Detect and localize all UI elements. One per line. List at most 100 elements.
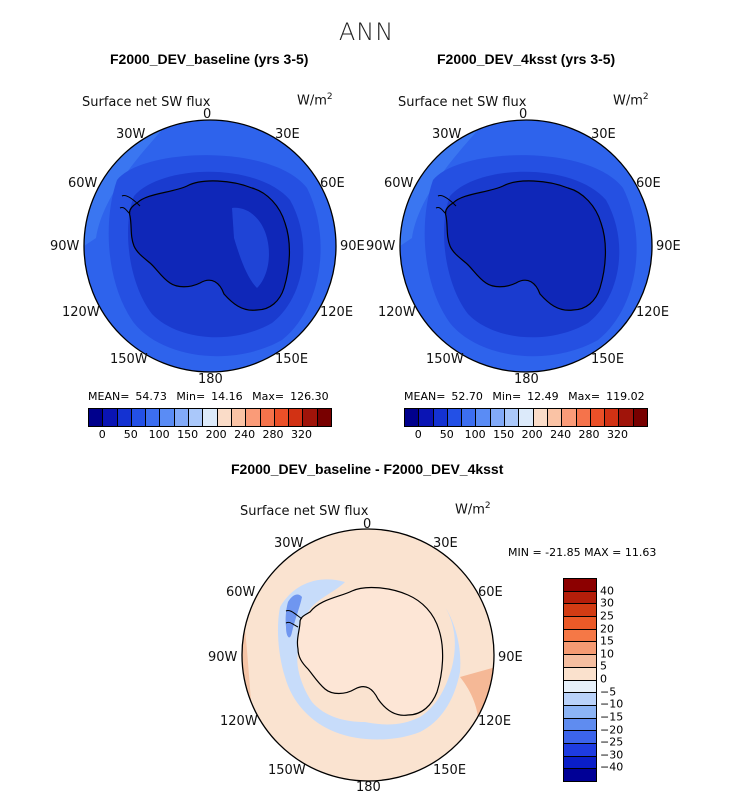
- panel-1-colorbar-swatch: [160, 409, 175, 426]
- panel-1-land-patch: [232, 207, 269, 288]
- panel-1-colorbar-swatch: [189, 409, 204, 426]
- panel-3-lon-120e: 120E: [478, 714, 512, 729]
- panel-2-colorbar-swatch: [490, 409, 506, 426]
- panel-3-map: [241, 528, 495, 782]
- panel-1-colorbar: [88, 408, 332, 427]
- panel-2-lon-150w: 150W: [426, 352, 464, 367]
- panel-2-colorbar-swatch: [633, 409, 648, 426]
- panel-3-colorbar-tick: 5: [600, 659, 607, 673]
- panel-1-colorbar-tick: 320: [291, 428, 313, 441]
- panel-1-colorbar-tick: 50: [123, 428, 138, 441]
- panel-3-lon-60w: 60W: [226, 585, 256, 600]
- panel-3-lon-30e: 30E: [433, 536, 458, 551]
- panel-1-colorbar-swatch: [103, 409, 118, 426]
- panel-2-colorbar-ticks: 0 50 100 150 200 240 280 320: [404, 428, 646, 442]
- panel-3-colorbar-tick: −25: [600, 735, 624, 749]
- panel-3-colorbar-swatch: [564, 769, 596, 781]
- panel-2-map: [399, 119, 653, 373]
- panel-3-colorbar-tick: −20: [600, 723, 624, 736]
- panel-1-lon-90e: 90E: [340, 239, 365, 254]
- panel-1-colorbar-swatch: [289, 409, 304, 426]
- panel-1-lon-150e: 150E: [275, 352, 309, 367]
- panel-2-colorbar-swatch: [519, 409, 534, 426]
- panel-3-colorbar-tick: −40: [600, 760, 624, 774]
- panel-1-colorbar-swatch: [231, 409, 247, 426]
- panel-2-colorbar-tick: 200: [521, 428, 543, 441]
- panel-2-variable: Surface net SW flux: [398, 95, 527, 110]
- panel-2-colorbar-swatch: [405, 409, 420, 426]
- panel-1-lon-120e: 120E: [320, 305, 354, 320]
- panel-3-strong-cool-patch: [285, 594, 302, 638]
- panel-1-lon-120w: 120W: [62, 305, 100, 320]
- panel-1-lon-90w: 90W: [50, 239, 80, 254]
- panel-2-colorbar-swatch: [619, 409, 634, 426]
- panel-3-map-border: [241, 528, 495, 782]
- panel-2-lon-90w: 90W: [366, 239, 396, 254]
- panel-1-lon-150w: 150W: [110, 352, 148, 367]
- panel-2-peninsula: [435, 195, 457, 215]
- panel-2-lon-90e: 90E: [656, 239, 681, 254]
- panel-2-colorbar-swatch: [590, 409, 606, 426]
- panel-3-colorbar-tick: 10: [600, 647, 614, 661]
- panel-3-title: F2000_DEV_baseline - F2000_DEV_4ksst: [231, 461, 504, 477]
- panel-3-colorbar-tick: 30: [600, 596, 614, 610]
- panel-3-colorbar-tick: −10: [600, 697, 624, 711]
- panel-1-lon-30w: 30W: [116, 127, 146, 142]
- panel-2-antarctica-outline: [444, 180, 607, 311]
- panel-1-colorbar-swatch: [203, 409, 218, 426]
- panel-1-colorbar-tick: 240: [234, 428, 256, 441]
- panel-3-colorbar-tick: 0: [600, 672, 607, 686]
- panel-3-colorbar-swatch: [564, 756, 596, 770]
- panel-3-colorbar-swatch: [564, 655, 596, 668]
- panel-2-colorbar-swatch: [533, 409, 548, 426]
- panel-3-peninsula: [285, 610, 303, 628]
- panel-3-colorbar-swatch: [564, 591, 596, 605]
- panel-1-lon-0: 0: [203, 107, 212, 122]
- panel-2-colorbar-swatch: [547, 409, 563, 426]
- panel-2-stats: MEAN= 52.70 Min= 12.49 Max= 119.02: [404, 390, 645, 403]
- panel-3-colorbar-tick: 40: [600, 584, 614, 598]
- panel-3-colorbar-swatch: [564, 579, 596, 592]
- panel-2-colorbar-tick: 0: [414, 428, 422, 441]
- panel-2-lon-30e: 30E: [591, 127, 616, 142]
- panel-3-units: W/m2: [455, 501, 491, 518]
- panel-1-lon-30e: 30E: [275, 127, 300, 142]
- panel-1-colorbar-swatch: [317, 409, 332, 426]
- panel-2-colorbar-swatch: [462, 409, 477, 426]
- panel-1-colorbar-swatch: [89, 409, 104, 426]
- panel-3-colorbar-swatch: [564, 718, 596, 732]
- panel-2-lon-0: 0: [519, 107, 528, 122]
- panel-3-lon-180: 180: [356, 780, 381, 795]
- panel-3-lon-30w: 30W: [274, 536, 304, 551]
- panel-2-lon-60e: 60E: [636, 176, 661, 191]
- panel-1-lon-60w: 60W: [68, 176, 98, 191]
- panel-3-colorbar-tick: −30: [600, 748, 624, 762]
- panel-2-colorbar-tick: 280: [578, 428, 600, 441]
- panel-1-colorbar-swatch: [174, 409, 190, 426]
- panel-1-colorbar-tick: 150: [177, 428, 199, 441]
- panel-2-colorbar-tick: 50: [439, 428, 454, 441]
- panel-2-colorbar-tick: 150: [493, 428, 515, 441]
- panel-2-colorbar-swatch: [419, 409, 434, 426]
- panel-1-stats: MEAN= 54.73 Min= 14.16 Max= 126.30: [88, 390, 329, 403]
- panel-1-colorbar-swatch: [131, 409, 147, 426]
- panel-2-colorbar-swatch: [447, 409, 463, 426]
- panel-3-lon-150w: 150W: [268, 763, 306, 778]
- panel-3-lon-90e: 90E: [498, 650, 523, 665]
- panel-2-colorbar-swatch: [433, 409, 448, 426]
- panel-3-colorbar-swatch: [564, 705, 596, 719]
- panel-3-colorbar-tick: 20: [600, 622, 614, 635]
- panel-2-lon-30w: 30W: [432, 127, 462, 142]
- panel-2-lon-60w: 60W: [384, 176, 414, 191]
- panel-2-lon-150e: 150E: [591, 352, 625, 367]
- panel-2-map-border: [399, 119, 653, 373]
- panel-3-colorbar-swatch: [564, 693, 596, 706]
- panel-1-title: F2000_DEV_baseline (yrs 3-5): [110, 51, 309, 67]
- panel-3-colorbar-swatch: [564, 617, 596, 630]
- panel-1-colorbar-tick: 0: [98, 428, 106, 441]
- panel-2-colorbar-swatch: [562, 409, 577, 426]
- panel-1-colorbar-swatch: [117, 409, 132, 426]
- panel-2-colorbar-tick: 320: [607, 428, 629, 441]
- panel-3-lon-150e: 150E: [433, 763, 467, 778]
- panel-3-colorbar-swatch: [564, 743, 596, 757]
